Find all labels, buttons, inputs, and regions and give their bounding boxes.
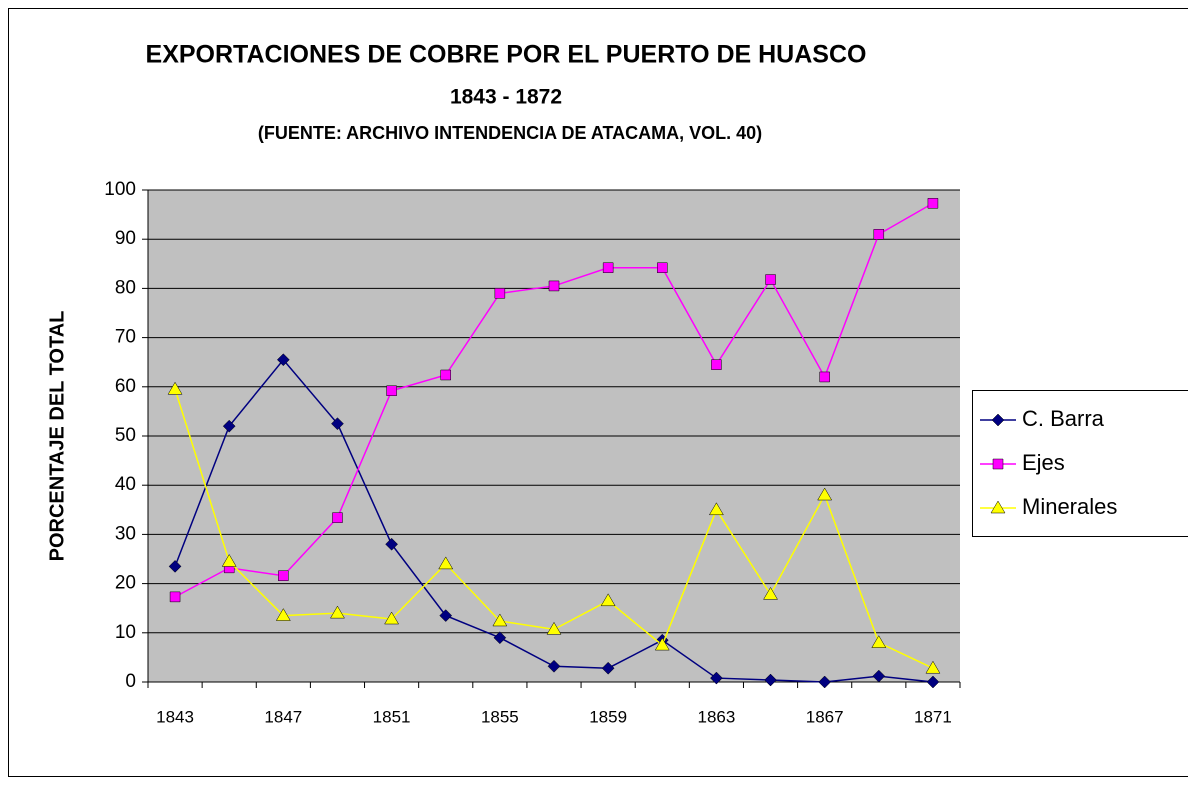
data-point — [873, 229, 885, 240]
y-tick-label: 20 — [115, 573, 136, 594]
y-tick-label: 60 — [115, 376, 136, 397]
legend-label: Ejes — [1022, 450, 1065, 475]
y-tick-label: 100 — [104, 179, 136, 200]
x-tick-label: 1859 — [589, 707, 627, 726]
data-point — [601, 661, 615, 675]
x-tick-label: 1871 — [914, 707, 952, 726]
data-point — [871, 635, 887, 648]
data-point — [439, 609, 453, 622]
data-point — [440, 369, 451, 381]
data-point — [169, 591, 181, 603]
data-point — [276, 353, 290, 367]
x-tick-label: 1847 — [264, 707, 302, 726]
data-point — [384, 611, 400, 625]
data-point — [764, 673, 777, 687]
data-point — [385, 537, 398, 551]
x-tick-label: 1863 — [697, 707, 735, 726]
legend-label: C. Barra — [1022, 406, 1105, 431]
x-tick-label: 1867 — [806, 707, 844, 726]
chart-source: (FUENTE: ARCHIVO INTENDENCIA DE ATACAMA,… — [258, 123, 762, 143]
data-point — [708, 502, 724, 516]
data-point — [493, 631, 507, 645]
data-point — [710, 671, 723, 685]
data-point — [221, 553, 237, 567]
y-axis-label: PORCENTAJE DEL TOTAL — [46, 311, 68, 562]
data-point — [547, 659, 561, 673]
data-point — [654, 637, 670, 651]
data-point — [222, 419, 236, 433]
y-tick-label: 90 — [115, 228, 136, 249]
x-tick-label: 1843 — [156, 707, 194, 726]
data-point — [657, 262, 668, 273]
x-tick-label: 1851 — [373, 707, 411, 726]
data-point — [278, 570, 289, 581]
legend-marker — [991, 413, 1005, 427]
data-point — [492, 613, 508, 627]
data-point — [711, 359, 722, 370]
legend-label: Minerales — [1022, 494, 1117, 519]
data-point — [818, 675, 832, 689]
data-point — [548, 280, 560, 292]
x-tick-label: 1855 — [481, 707, 519, 726]
legend-marker — [992, 458, 1004, 470]
y-tick-label: 70 — [115, 327, 136, 348]
y-tick-label: 50 — [115, 425, 136, 446]
data-point — [438, 556, 454, 570]
data-point — [386, 385, 397, 396]
legend-marker — [990, 500, 1006, 514]
data-point — [494, 288, 506, 299]
data-point — [167, 381, 183, 395]
legend-box — [972, 390, 1188, 537]
data-point — [332, 512, 343, 523]
y-tick-label: 30 — [115, 523, 136, 544]
data-point — [600, 593, 616, 607]
chart-subtitle: 1843 - 1872 — [450, 86, 562, 109]
data-point — [925, 660, 941, 674]
data-point — [926, 675, 940, 689]
chart-title: EXPORTACIONES DE COBRE POR EL PUERTO DE … — [146, 41, 867, 69]
y-tick-label: 10 — [115, 622, 136, 643]
y-tick-label: 40 — [115, 474, 136, 495]
data-point — [546, 621, 562, 635]
data-point — [330, 605, 345, 619]
data-point — [275, 608, 291, 621]
data-point — [168, 560, 182, 573]
y-tick-label: 80 — [115, 277, 136, 298]
data-point — [602, 262, 614, 273]
data-point — [819, 371, 830, 383]
data-point — [765, 274, 776, 285]
data-point — [331, 417, 344, 431]
data-point — [817, 487, 833, 501]
y-tick-label: 0 — [125, 671, 136, 692]
data-point — [927, 198, 939, 209]
data-point — [763, 586, 778, 600]
data-point — [872, 669, 886, 683]
